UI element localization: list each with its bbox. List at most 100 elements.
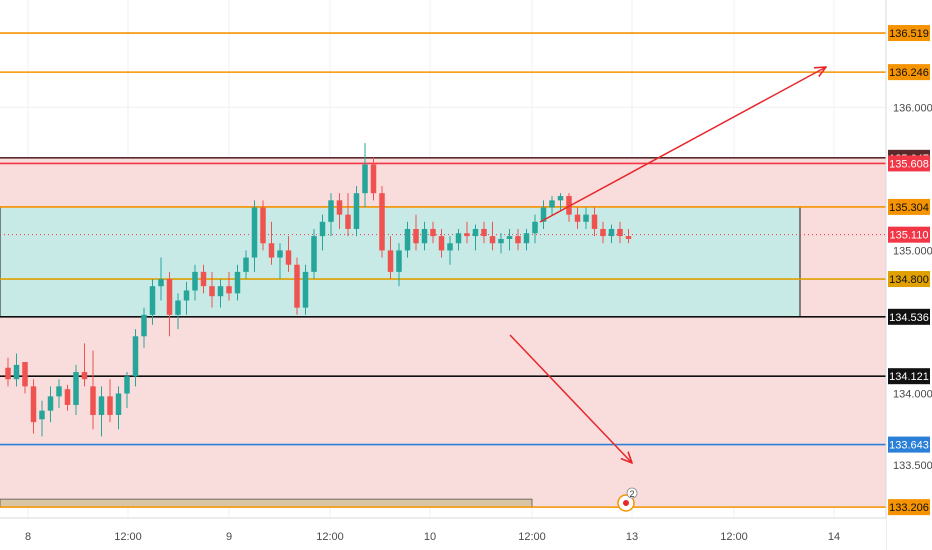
candle-body (617, 228, 623, 237)
candle-body (158, 279, 164, 287)
candle-body (336, 200, 343, 215)
candle-body (132, 336, 139, 377)
candle-body (22, 362, 28, 387)
candle-body (404, 228, 411, 251)
price-level-badge (888, 226, 930, 243)
candle-body (328, 200, 334, 222)
y-tick-label: 133.500 (893, 460, 932, 472)
candle-body (515, 236, 521, 244)
candle-body (370, 164, 377, 194)
x-tick-label: 9 (226, 531, 232, 543)
candle-body (115, 393, 122, 415)
price-level-label: 136.246 (889, 67, 929, 79)
candle-body (217, 286, 224, 297)
candle-body (30, 386, 37, 423)
x-tick-label: 12:00 (316, 531, 344, 543)
candle-body (124, 376, 130, 394)
candle-body (47, 396, 54, 411)
event-marker[interactable]: 2 (617, 487, 638, 512)
price-axis[interactable]: 136.000 135.000 134.000 133.500 136.519 136.2… (885, 0, 932, 550)
candle-body (540, 207, 547, 222)
candle-body (175, 300, 181, 315)
candle-body (277, 250, 283, 258)
candle-body (506, 236, 513, 239)
candle-body (566, 196, 572, 215)
candle-body (574, 214, 581, 222)
x-tick-label: 12:00 (720, 531, 748, 543)
candle-body (438, 236, 445, 251)
x-tick-label: 10 (424, 531, 436, 543)
price-level-label: 133.643 (889, 440, 929, 452)
price-level-badge (888, 436, 930, 453)
candle-body (5, 367, 11, 380)
zones (0, 157, 886, 508)
candle-body (311, 236, 317, 272)
candle-body (532, 221, 538, 234)
candle-body (226, 286, 232, 294)
candle-body (64, 389, 71, 405)
candle-body (583, 214, 589, 222)
price-level-badge (888, 155, 930, 172)
candle-body (98, 396, 105, 415)
candle-body (455, 233, 462, 244)
candle-body (141, 314, 147, 337)
price-level-badge (888, 368, 930, 385)
price-level-label: 135.608 (889, 158, 929, 170)
event-marker-dot (623, 500, 629, 506)
candle-body (600, 228, 606, 237)
price-level-label: 135.110 (890, 230, 929, 242)
x-tick-label: 12:00 (114, 531, 142, 543)
time-axis[interactable]: 8 12:00 9 12:00 10 12:00 13 12:00 14 (0, 517, 886, 550)
candle-body (166, 279, 173, 315)
time-axis-background (0, 518, 886, 550)
candle-body (430, 228, 436, 237)
y-tick-label: 135.000 (893, 245, 932, 257)
candle-body (243, 257, 249, 272)
event-marker-count-bubble (626, 487, 638, 499)
candle-body (81, 372, 88, 380)
candle-body (498, 238, 504, 244)
upward-arrow (539, 67, 826, 223)
drawings (509, 67, 826, 463)
candle-body (549, 200, 555, 208)
candle-body (447, 243, 453, 251)
candle-body (472, 228, 479, 237)
candle-body (464, 233, 470, 237)
price-level-label: 136.519 (889, 28, 929, 40)
candle-body (608, 228, 615, 237)
candle-body (260, 207, 266, 244)
x-tick-label: 13 (626, 531, 638, 543)
candle-body (251, 207, 258, 258)
candle-body (13, 364, 20, 380)
candle-body (107, 396, 113, 415)
event-marker-count: 2 (629, 489, 634, 499)
candle-body (591, 214, 598, 229)
candle-body (362, 164, 368, 194)
price-level-badge (888, 198, 930, 215)
candle-body (294, 264, 300, 308)
candle-body (413, 228, 419, 244)
candle-body (302, 271, 309, 308)
candle-body (396, 250, 402, 272)
price-level-badge (888, 271, 930, 288)
candle-body (625, 236, 632, 239)
x-tick-label: 8 (25, 531, 31, 543)
price-level-label: 134.800 (889, 274, 929, 286)
candle-body (489, 236, 496, 244)
candle-body (73, 372, 79, 405)
price-level-badge (888, 499, 930, 516)
candle-body (345, 214, 351, 229)
price-level-label: 133.206 (889, 502, 929, 514)
candle-body (56, 386, 62, 397)
candle-body (90, 386, 96, 415)
price-levels (0, 32, 886, 508)
candle-body (200, 271, 207, 287)
candle-body (285, 250, 292, 265)
y-tick-label: 136.000 (893, 102, 932, 114)
candle-body (557, 196, 564, 201)
candle-body (268, 243, 275, 258)
candle-body (192, 271, 198, 291)
price-level-badge (888, 308, 930, 325)
candle-body (387, 250, 394, 272)
